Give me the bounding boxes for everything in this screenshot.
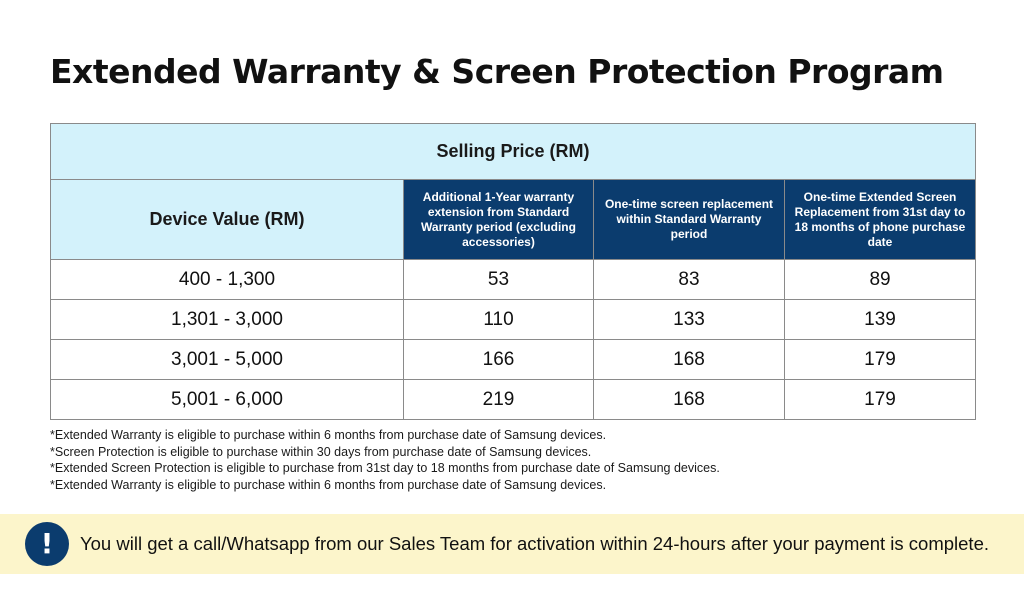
footnote: *Screen Protection is eligible to purcha…: [50, 444, 592, 459]
price-cell: 89: [783, 259, 977, 300]
table-row: 3,001 - 5,000 166 168 179: [50, 339, 977, 380]
price-cell: 133: [593, 299, 785, 340]
table-caption-row: Selling Price (RM): [49, 123, 977, 180]
footnote: *Extended Warranty is eligible to purcha…: [50, 428, 607, 442]
table-header-row: Device Value (RM) Additional 1-Year warr…: [50, 179, 977, 260]
exclamation-icon: !: [25, 522, 69, 566]
notice-banner: ! You will get a call/Whatsapp from our …: [0, 514, 1024, 574]
price-cell: 179: [783, 379, 977, 420]
table-caption: Selling Price (RM): [49, 123, 977, 180]
device-value-header: Device Value (RM): [50, 179, 404, 260]
plan-header-extended-screen-replacement: One-time Extended Screen Replacement fro…: [783, 179, 977, 260]
table-row: 1,301 - 3,000 110 133 139: [50, 299, 977, 340]
page-title: Extended Warranty & Screen Protection Pr…: [50, 52, 944, 91]
table-row: 5,001 - 6,000 219 168 179: [50, 379, 977, 420]
price-cell: 219: [403, 379, 594, 420]
price-cell: 83: [593, 259, 785, 300]
device-value-cell: 1,301 - 3,000: [50, 299, 404, 340]
price-cell: 179: [783, 339, 977, 380]
device-value-cell: 3,001 - 5,000: [50, 339, 404, 380]
device-value-cell: 400 - 1,300: [50, 259, 404, 300]
price-cell: 166: [403, 339, 594, 380]
price-cell: 110: [403, 299, 594, 340]
notice-text: You will get a call/Whatsapp from our Sa…: [80, 533, 989, 554]
footnotes: *Extended Warranty is eligible to purcha…: [50, 427, 720, 493]
plan-header-warranty-extension: Additional 1-Year warranty extension fro…: [403, 179, 594, 260]
price-table: Selling Price (RM) Device Value (RM) Add…: [49, 123, 977, 420]
device-value-cell: 5,001 - 6,000: [50, 379, 404, 420]
price-cell: 168: [593, 379, 785, 420]
plan-header-screen-replacement: One-time screen replacement within Stand…: [593, 179, 785, 260]
footnote: *Extended Screen Protection is eligible …: [50, 461, 720, 475]
footnote: *Extended Warranty is eligible to purcha…: [50, 477, 607, 492]
price-cell: 139: [783, 299, 977, 340]
table-row: 400 - 1,300 53 83 89: [50, 259, 977, 300]
price-cell: 168: [593, 339, 785, 380]
price-cell: 53: [403, 259, 594, 300]
